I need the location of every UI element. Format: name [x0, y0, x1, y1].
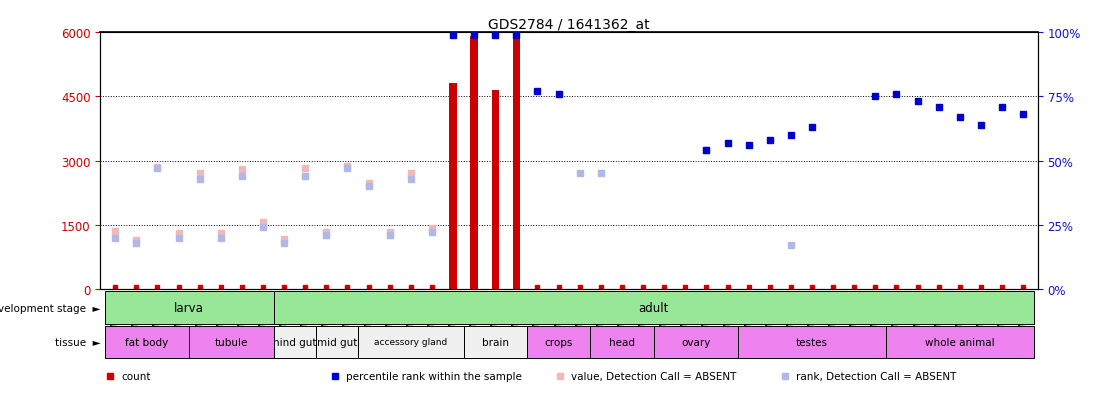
Bar — [273, 326, 316, 358]
Bar — [738, 326, 886, 358]
Text: adult: adult — [638, 301, 668, 314]
Text: head: head — [609, 337, 635, 347]
Text: percentile rank within the sample: percentile rank within the sample — [346, 371, 522, 381]
Bar — [491, 91, 499, 290]
Text: whole animal: whole animal — [925, 337, 994, 347]
Text: brain: brain — [482, 337, 509, 347]
Bar — [105, 326, 189, 358]
Bar — [512, 37, 520, 290]
Bar — [471, 37, 478, 290]
Bar — [463, 326, 527, 358]
Title: GDS2784 / 1641362_at: GDS2784 / 1641362_at — [489, 18, 650, 32]
Text: count: count — [121, 371, 151, 381]
Text: tissue  ►: tissue ► — [55, 337, 100, 347]
Text: value, Detection Call = ABSENT: value, Detection Call = ABSENT — [571, 371, 737, 381]
Bar — [450, 84, 456, 290]
Text: mid gut: mid gut — [317, 337, 357, 347]
Text: rank, Detection Call = ABSENT: rank, Detection Call = ABSENT — [796, 371, 956, 381]
Bar — [590, 326, 654, 358]
Bar — [273, 291, 1033, 324]
Bar — [105, 291, 273, 324]
Bar — [654, 326, 738, 358]
Text: accessory gland: accessory gland — [374, 337, 448, 347]
Bar — [527, 326, 590, 358]
Bar — [316, 326, 358, 358]
Text: development stage  ►: development stage ► — [0, 303, 100, 313]
Text: larva: larva — [174, 301, 204, 314]
Text: fat body: fat body — [125, 337, 169, 347]
Text: hind gut: hind gut — [273, 337, 317, 347]
Bar — [189, 326, 273, 358]
Text: tubule: tubule — [214, 337, 248, 347]
Text: ovary: ovary — [681, 337, 711, 347]
Text: testes: testes — [796, 337, 828, 347]
Bar — [886, 326, 1033, 358]
Bar — [358, 326, 463, 358]
Text: crops: crops — [545, 337, 573, 347]
